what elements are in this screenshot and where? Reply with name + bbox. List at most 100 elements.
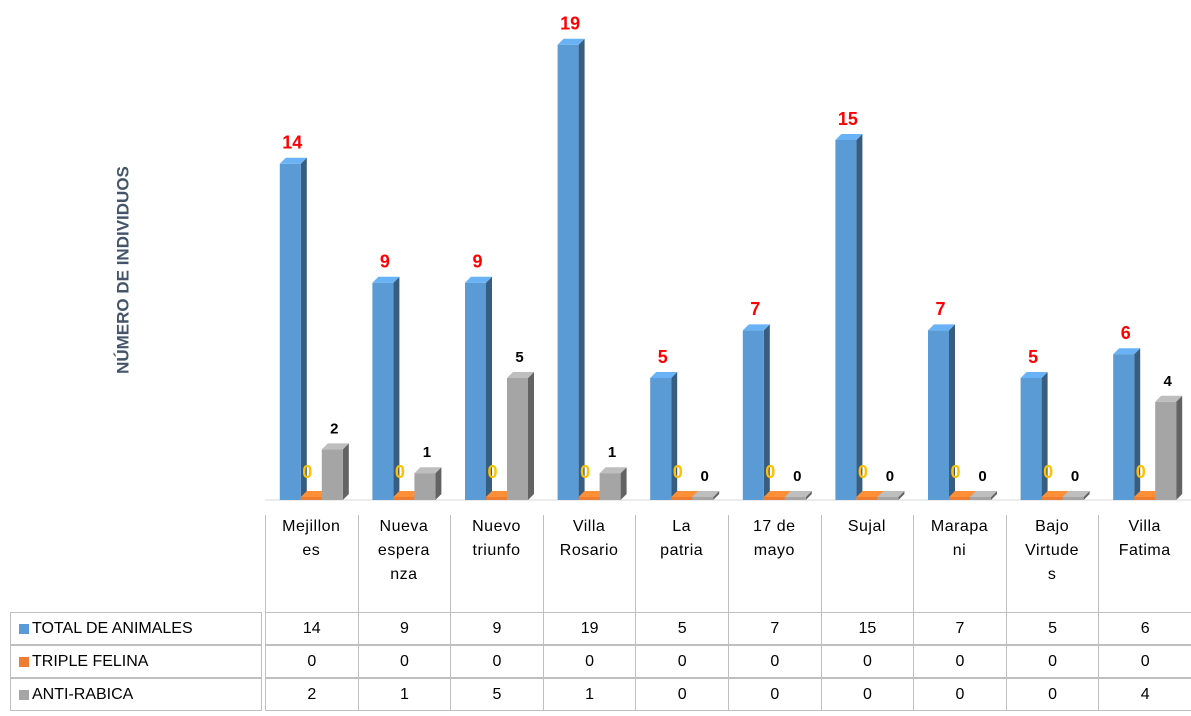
bar-top — [414, 467, 442, 474]
bar-top — [877, 491, 905, 497]
bar — [486, 497, 507, 500]
data-label: 7 — [750, 299, 760, 319]
data-label: 0 — [580, 462, 590, 482]
bar — [599, 473, 621, 500]
bar-side — [578, 38, 585, 501]
bar — [692, 497, 714, 500]
bar-top — [763, 491, 791, 497]
bar-side — [949, 324, 955, 500]
data-label: 0 — [1071, 468, 1079, 485]
bar-top — [1155, 395, 1183, 402]
table-cell: 4 — [1098, 678, 1191, 711]
bar — [557, 44, 579, 501]
table-cell: 14 — [265, 612, 359, 645]
bar — [321, 449, 343, 500]
data-label: 0 — [487, 462, 497, 482]
bar-side — [898, 491, 905, 500]
bar — [949, 497, 970, 500]
bar — [300, 497, 322, 500]
table-cell: 0 — [728, 678, 822, 711]
data-label: 15 — [838, 109, 858, 129]
legend-entry: TOTAL DE ANIMALES — [10, 612, 262, 645]
legend-swatch — [19, 656, 29, 667]
data-label: 6 — [1121, 323, 1131, 343]
data-label: 0 — [302, 462, 312, 482]
table-cell: 5 — [1005, 612, 1100, 645]
category-label: Nueva esperanza — [377, 518, 430, 583]
table-cell: 0 — [357, 645, 452, 678]
bar-side — [713, 491, 720, 500]
table-cell: 5 — [450, 678, 544, 711]
data-label: 0 — [950, 462, 960, 482]
table-cell: 6 — [1098, 612, 1191, 645]
bar-side — [856, 134, 863, 500]
table-cell: 0 — [913, 678, 1007, 711]
legend-entry: TRIPLE FELINA — [10, 645, 262, 678]
data-label: 7 — [935, 299, 945, 319]
bar-top — [557, 38, 585, 45]
data-label: 0 — [673, 462, 683, 482]
data-label: 0 — [395, 462, 405, 482]
bar — [928, 330, 949, 500]
bar-top — [279, 157, 307, 164]
data-label: 0 — [1136, 462, 1146, 482]
data-label: 0 — [978, 468, 986, 485]
table-cell: 0 — [820, 645, 915, 678]
y-axis-label: NÚMERO DE INDIVIDUOS — [113, 166, 132, 374]
data-label: 0 — [858, 462, 868, 482]
data-label: 0 — [793, 468, 801, 485]
bar-top — [650, 372, 678, 378]
bar-top — [578, 491, 606, 497]
data-label: 9 — [472, 252, 482, 272]
table-cell: 1 — [542, 678, 637, 711]
bar — [578, 497, 600, 500]
table-cell: 0 — [265, 645, 359, 678]
table-cell: 7 — [728, 612, 822, 645]
data-label: 14 — [282, 133, 302, 153]
category-label: Villa Rosario — [559, 518, 619, 559]
category-label: Sujal — [847, 518, 886, 535]
data-label: 19 — [560, 14, 580, 34]
bar-top — [321, 443, 349, 450]
data-label: 5 — [515, 349, 523, 366]
bar — [763, 497, 785, 500]
bar-side — [763, 324, 770, 500]
category-label: Marapani — [930, 518, 989, 559]
bar-top — [928, 324, 955, 331]
bar — [1155, 401, 1177, 500]
bar-top — [507, 372, 534, 378]
bar — [279, 163, 301, 501]
category-label: La patria — [660, 518, 704, 559]
table-cell: 1 — [357, 678, 452, 711]
data-label: 5 — [658, 347, 668, 367]
bar-side — [486, 276, 492, 500]
bar-top — [671, 491, 699, 497]
bar — [372, 282, 394, 500]
data-label: 0 — [701, 468, 709, 485]
table-cell: 9 — [357, 612, 452, 645]
bar — [393, 497, 415, 500]
bar — [414, 473, 436, 500]
table-cell: 0 — [1005, 645, 1100, 678]
bar-side — [1083, 491, 1090, 500]
bar — [650, 378, 672, 500]
bar — [465, 282, 486, 500]
legend-text: TOTAL DE ANIMALES — [32, 619, 193, 637]
bar-top — [1113, 348, 1141, 355]
bar-top — [949, 491, 976, 497]
table-cell: 0 — [450, 645, 544, 678]
table-cell: 15 — [820, 612, 915, 645]
category-label: Villa Fatima — [1118, 518, 1171, 559]
bar-top — [1134, 491, 1162, 497]
bar-top — [835, 134, 863, 140]
category-label: 17 de mayo — [753, 518, 796, 559]
bar — [742, 330, 764, 500]
bar-side — [671, 372, 678, 500]
table-cell: 0 — [542, 645, 637, 678]
bar-top — [486, 491, 513, 497]
bar-side — [528, 372, 534, 500]
bar-top — [393, 491, 421, 497]
bar-side — [1176, 395, 1183, 500]
data-label: 0 — [886, 468, 894, 485]
